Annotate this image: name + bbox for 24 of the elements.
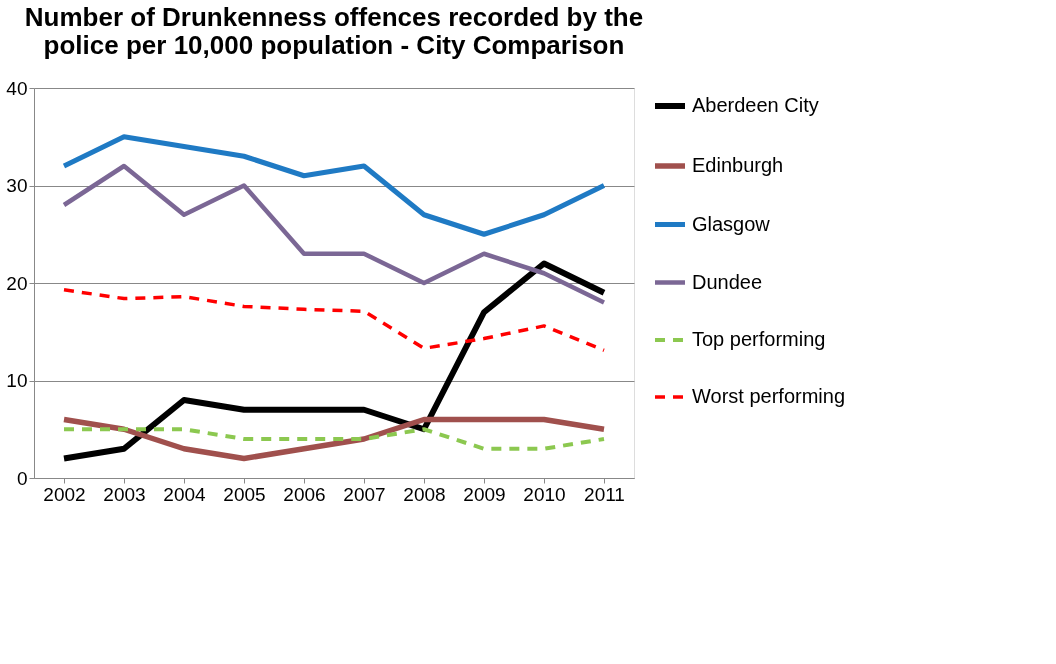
y-tick-label: 40 (6, 77, 28, 99)
x-tick-label: 2005 (223, 483, 266, 505)
x-tick-label: 2003 (103, 483, 146, 505)
legend-label: Worst performing (692, 385, 846, 407)
x-tick-label: 2002 (43, 483, 86, 505)
y-tick-label: 0 (16, 467, 28, 489)
legend-label: Dundee (692, 270, 763, 293)
y-tick-label: 30 (6, 175, 28, 196)
x-tick-label: 2008 (403, 483, 446, 505)
x-tick-label: 2010 (523, 483, 566, 505)
legend-label: Aberdeen City (692, 94, 819, 116)
x-tick-label: 2007 (343, 483, 386, 505)
y-tick-label: 20 (6, 272, 28, 294)
legend-label: Top performing (692, 328, 826, 350)
x-tick-label: 2009 (463, 483, 506, 505)
x-tick-label: 2011 (584, 483, 625, 505)
chart-title: Number of Drunkenness offences recorded by the police per 10,000 population - City Comparison (24, 2, 644, 60)
legend-label: Glasgow (692, 212, 771, 235)
line-series (61, 163, 607, 305)
x-tick-label: 2006 (283, 483, 326, 505)
x-tick-label: 2004 (163, 483, 207, 505)
legend-label: Edinburgh (692, 154, 784, 176)
line-series (62, 288, 606, 353)
y-tick-label: 10 (6, 370, 28, 391)
